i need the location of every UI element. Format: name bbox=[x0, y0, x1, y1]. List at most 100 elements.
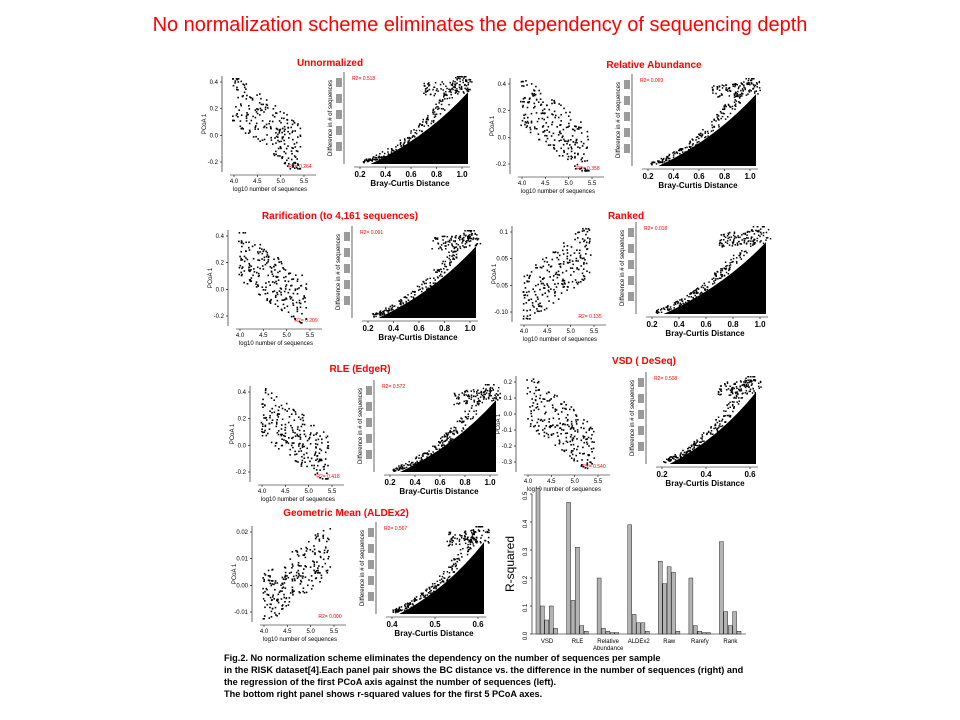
bc-point bbox=[690, 451, 692, 454]
pcoa-point bbox=[242, 242, 245, 245]
bc-point bbox=[451, 83, 454, 85]
pcoa-y-tick-label: 0.02 bbox=[236, 530, 248, 536]
pcoa-point bbox=[315, 433, 317, 436]
bc-point bbox=[456, 558, 458, 560]
bc-point bbox=[744, 87, 746, 89]
pcoa-point bbox=[317, 438, 320, 441]
pcoa-point bbox=[545, 140, 547, 143]
pcoa-point bbox=[588, 445, 590, 447]
bc-point bbox=[721, 246, 724, 248]
pcoa-point bbox=[585, 233, 587, 236]
pcoa-point bbox=[527, 101, 530, 104]
pcoa-point bbox=[312, 560, 314, 562]
bc-point bbox=[489, 388, 491, 391]
pcoa-point bbox=[577, 146, 579, 148]
pcoa-point bbox=[535, 98, 538, 101]
bc-point bbox=[670, 458, 673, 461]
bc-point bbox=[739, 243, 741, 245]
pcoa-point bbox=[533, 425, 535, 428]
bc-point bbox=[739, 236, 741, 239]
bc-point bbox=[735, 83, 737, 85]
bc-point bbox=[457, 93, 459, 95]
bc-point bbox=[494, 394, 496, 396]
pcoa-point bbox=[284, 423, 287, 426]
bc-point bbox=[473, 390, 475, 393]
pcoa-point bbox=[274, 588, 276, 591]
pcoa-point bbox=[549, 266, 552, 268]
bc-point bbox=[680, 303, 682, 306]
pcoa-point bbox=[565, 440, 568, 443]
pcoa-point bbox=[313, 467, 315, 470]
pcoa-point bbox=[298, 445, 300, 447]
bc-point bbox=[745, 377, 747, 379]
pcoa-point bbox=[259, 140, 261, 142]
pcoa-point bbox=[324, 463, 326, 466]
pcoa-point bbox=[541, 117, 544, 120]
bc-point bbox=[699, 294, 702, 297]
bc-point bbox=[456, 431, 459, 434]
bc-point bbox=[706, 288, 709, 291]
pcoa-point bbox=[573, 435, 576, 438]
bc-point bbox=[422, 594, 425, 597]
pcoa-point bbox=[285, 147, 288, 150]
bc-point bbox=[657, 161, 660, 164]
pcoa-point bbox=[328, 555, 330, 558]
bc-point bbox=[756, 230, 758, 232]
pcoa-point bbox=[295, 301, 298, 304]
bc-point bbox=[737, 403, 740, 405]
pcoa-point bbox=[267, 274, 269, 277]
pcoa-x-tick-label: 4.0 bbox=[258, 489, 267, 495]
bc-y-tick-label-block bbox=[628, 276, 634, 285]
pcoa-point bbox=[262, 103, 264, 106]
bc-point bbox=[729, 239, 731, 241]
bc-point bbox=[760, 240, 762, 242]
pcoa-point bbox=[277, 430, 280, 432]
bc-point bbox=[491, 387, 494, 389]
pcoa-point bbox=[298, 299, 301, 302]
pcoa-point bbox=[542, 265, 545, 268]
pcoa-point bbox=[548, 270, 551, 273]
r-squared-bar bbox=[566, 502, 571, 635]
bc-point bbox=[667, 459, 670, 462]
pcoa-point bbox=[288, 288, 291, 291]
pcoa-point bbox=[568, 125, 570, 127]
bc-point bbox=[724, 236, 727, 239]
pcoa-point bbox=[562, 135, 564, 137]
pcoa-point bbox=[296, 150, 299, 153]
pcoa-point bbox=[541, 294, 544, 296]
pcoa-point bbox=[237, 96, 239, 99]
pcoa-point bbox=[234, 82, 236, 84]
bc-point bbox=[672, 156, 675, 158]
bc-point bbox=[405, 302, 408, 304]
pcoa-point bbox=[570, 155, 572, 158]
panel-title: Unnormalized bbox=[296, 58, 364, 69]
bc-point bbox=[753, 86, 756, 88]
bc-point bbox=[448, 544, 450, 547]
bc-point bbox=[746, 234, 748, 236]
pcoa-point bbox=[283, 130, 286, 132]
pcoa-point bbox=[549, 276, 551, 278]
bc-point bbox=[440, 108, 443, 110]
bc-point bbox=[729, 264, 732, 266]
panel-title: Ranked bbox=[607, 211, 645, 222]
bc-point bbox=[454, 240, 456, 243]
pcoa-point bbox=[249, 280, 252, 283]
pcoa-point bbox=[266, 603, 269, 606]
bc-point bbox=[674, 459, 677, 461]
bc-point bbox=[682, 302, 684, 305]
bc-point bbox=[729, 112, 732, 115]
pcoa-point bbox=[257, 272, 260, 275]
pcoa-point bbox=[588, 170, 590, 172]
pcoa-point bbox=[536, 382, 539, 384]
pcoa-point bbox=[292, 147, 294, 150]
pcoa-point bbox=[267, 259, 270, 261]
pcoa-point bbox=[294, 432, 296, 434]
bc-point bbox=[695, 297, 697, 299]
bc-point bbox=[453, 254, 455, 257]
pcoa-point bbox=[564, 283, 566, 285]
pcoa-point bbox=[589, 461, 591, 463]
bc-distance-scatter-plot: Difference in # of sequences 0.2 0.4 0.6 0.8… bbox=[356, 378, 508, 496]
pcoa-point bbox=[310, 424, 312, 427]
